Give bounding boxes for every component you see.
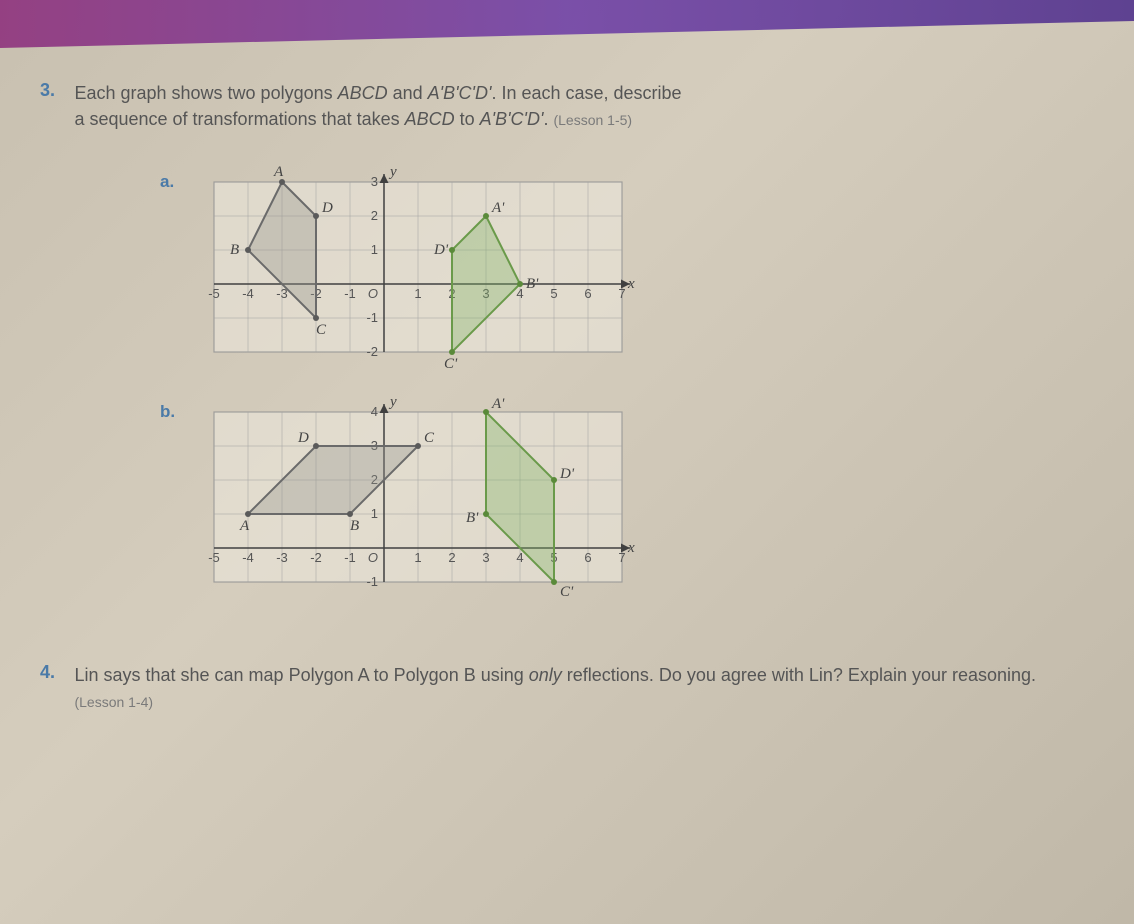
q3-poly3: ABCD [405,109,455,129]
q4-t1: Lin says that she can map Polygon A to P… [74,665,528,685]
svg-text:C: C [316,322,327,338]
q3-m1: and [388,83,428,103]
svg-text:-4: -4 [243,550,255,565]
part-b-label: b. [160,402,190,422]
svg-text:O: O [368,550,378,565]
svg-text:1: 1 [371,506,378,521]
svg-text:A': A' [491,200,505,216]
q3-m2: . In each case, describe [491,83,681,103]
svg-text:x: x [627,540,635,556]
svg-text:-1: -1 [345,286,357,301]
svg-text:y: y [388,394,397,410]
graph-b: -5-4-3-2-11234567-11234OxyABCDA'B'C'D' [194,392,642,602]
q4-number: 4. [40,662,70,683]
svg-text:6: 6 [585,550,592,565]
question-3: 3. Each graph shows two polygons ABCD an… [40,80,1094,132]
svg-text:-3: -3 [277,550,289,565]
page-content: 3. Each graph shows two polygons ABCD an… [0,0,1134,784]
svg-text:C: C [424,430,435,446]
svg-text:1: 1 [415,550,422,565]
svg-text:4: 4 [517,550,524,565]
svg-text:7: 7 [619,286,626,301]
part-a-label: a. [160,172,190,192]
svg-text:-2: -2 [367,344,379,359]
svg-text:-1: -1 [345,550,357,565]
q3-poly2: A'B'C'D' [428,83,492,103]
q3-text: Each graph shows two polygons ABCD and A… [74,80,1078,132]
q3-poly4: A'B'C'D' [480,109,544,129]
svg-text:-5: -5 [209,550,221,565]
part-a: a. -5-4-3-2-11234567-2-1123OxyABCDA'B'C'… [160,162,1094,372]
svg-text:A': A' [491,396,505,412]
graph-a: -5-4-3-2-11234567-2-1123OxyABCDA'B'C'D' [194,162,642,372]
svg-text:B: B [230,242,239,258]
svg-text:6: 6 [585,286,592,301]
svg-text:x: x [627,276,635,292]
part-b: b. -5-4-3-2-11234567-11234OxyABCDA'B'C'D… [160,392,1094,602]
question-4: 4. Lin says that she can map Polygon A t… [40,662,1094,714]
svg-text:-1: -1 [367,574,379,589]
q3-poly1: ABCD [338,83,388,103]
svg-text:-1: -1 [367,310,379,325]
svg-text:-2: -2 [311,550,323,565]
svg-text:3: 3 [483,550,490,565]
q3-t2: a sequence of transformations that takes [74,109,404,129]
svg-text:-5: -5 [209,286,221,301]
svg-text:1: 1 [415,286,422,301]
svg-text:5: 5 [551,286,558,301]
q3-m3: to [455,109,480,129]
svg-text:A: A [273,164,284,180]
svg-text:1: 1 [371,242,378,257]
svg-text:4: 4 [371,404,378,419]
svg-text:y: y [388,164,397,180]
q3-t1: Each graph shows two polygons [74,83,337,103]
svg-text:B: B [350,518,359,534]
svg-text:C': C' [560,584,574,600]
svg-text:D': D' [433,242,449,258]
svg-text:D: D [321,200,333,216]
q3-lesson: (Lesson 1-5) [553,112,632,128]
svg-text:B': B' [466,510,479,526]
svg-text:2: 2 [449,550,456,565]
q4-emph: only [529,665,562,685]
svg-text:D: D [297,430,309,446]
svg-text:7: 7 [619,550,626,565]
svg-text:C': C' [444,356,458,372]
svg-text:3: 3 [371,174,378,189]
svg-text:2: 2 [371,208,378,223]
svg-text:-4: -4 [243,286,255,301]
svg-text:B': B' [526,276,539,292]
q3-number: 3. [40,80,70,101]
q3-end: . [543,109,548,129]
q4-lesson: (Lesson 1-4) [74,694,153,710]
svg-text:A: A [239,518,250,534]
svg-text:O: O [368,286,378,301]
svg-text:4: 4 [517,286,524,301]
q4-text: Lin says that she can map Polygon A to P… [74,662,1078,714]
svg-text:D': D' [559,466,575,482]
q4-t2: reflections. Do you agree with Lin? Expl… [562,665,1036,685]
